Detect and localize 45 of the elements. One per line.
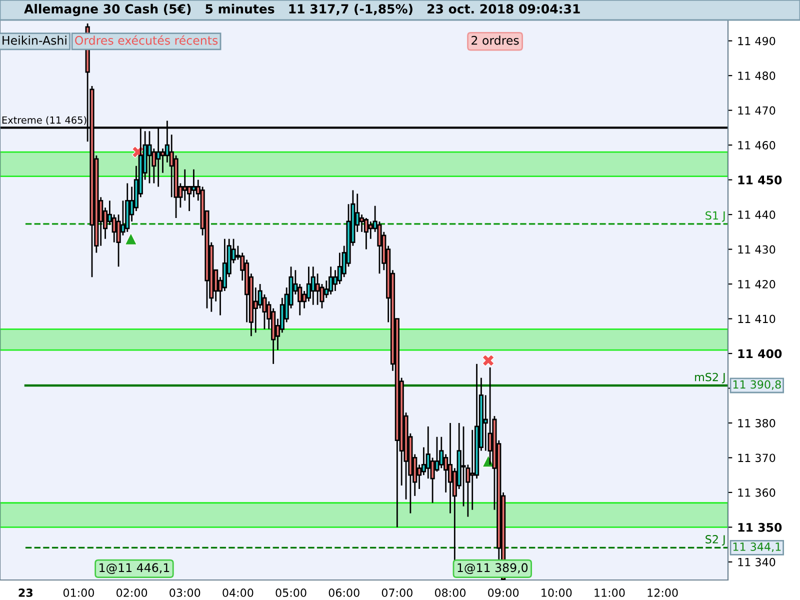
annotation: 11 390,8	[733, 380, 781, 390]
point	[124, 232, 138, 246]
x-tick-label: 01:00	[63, 588, 94, 597]
chart-title: Allemagne 30 Cash (5€) 5 minutes 11 317,7 (-1,85%) 23 oct. 2018 09:04:31	[24, 4, 580, 16]
y-tick-label: 11 400	[738, 349, 782, 358]
x-tick-label: 23	[18, 588, 32, 597]
candlestick	[147, 130, 152, 184]
x-tick-label: 11:00	[594, 588, 625, 597]
y-tick-label: 11 380	[738, 418, 776, 428]
annotation: Ordres exécutés récents	[75, 35, 218, 45]
annotation: 1@11 446,1	[100, 563, 170, 574]
y-tick-label: 11 420	[738, 280, 776, 288]
ref-line-label: S2 J	[706, 535, 725, 546]
y-tick-label: 11 460	[738, 141, 776, 150]
y-tick-label: 11 410	[738, 314, 776, 324]
y-tick-label: 11 430	[738, 245, 776, 254]
x-tick-label: 08:00	[434, 588, 466, 597]
y-tick-label: 11 470	[738, 106, 776, 115]
ref-line-label: S1 J	[706, 211, 725, 222]
ref-line-label: Extreme (11 465)	[2, 116, 86, 125]
ref-line-label: mS2 J	[695, 372, 725, 384]
x-tick-label: 02:00	[116, 588, 148, 597]
x-tick-label: 05:00	[276, 588, 306, 597]
y-tick-label: 11 360	[738, 488, 776, 497]
x-tick-label: 06:00	[328, 588, 360, 597]
y-tick-label: 11 440	[738, 210, 776, 219]
y-tick-label: 11 340	[738, 558, 776, 566]
y-tick-label: 11 450	[738, 176, 782, 184]
x-tick-label: 03:00	[170, 588, 200, 597]
annotation: 1@11 389,0	[458, 563, 528, 574]
x-tick-label: 04:00	[222, 588, 254, 597]
annotation: Heikin-Ashi	[2, 36, 66, 45]
y-tick-label: 11 480	[738, 72, 776, 80]
x-tick-label: 12:00	[648, 588, 678, 597]
candlestick	[160, 148, 166, 174]
y-tick-label: 11 350	[738, 522, 782, 532]
annotation: 2 ordres	[472, 36, 519, 45]
x-tick-label: 10:00	[542, 588, 572, 597]
x-tick-label: 09:00	[488, 588, 519, 597]
point	[482, 354, 494, 367]
x-tick-label: 07:00	[382, 588, 412, 597]
annotation: 11 344,1	[733, 542, 781, 552]
y-tick-label: 11 370	[738, 454, 776, 462]
candlestick	[191, 168, 196, 198]
y-tick-label: 11 490	[738, 36, 776, 46]
